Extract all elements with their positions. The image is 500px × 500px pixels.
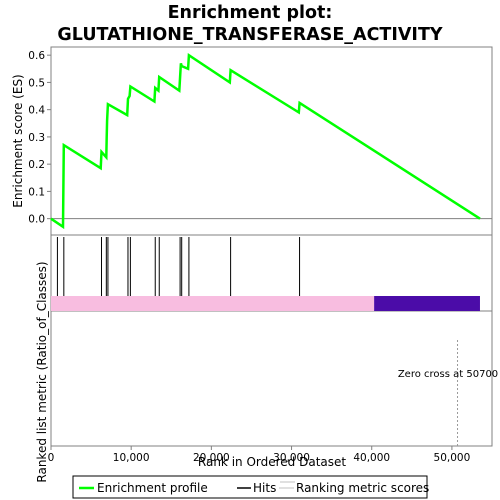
x-axis-label: Rank in Ordered Dataset <box>198 455 346 469</box>
y-tick-label: 0.2 <box>28 159 45 171</box>
enrichment-profile-line <box>50 52 481 230</box>
y-tick-label: 0.0 <box>28 214 45 226</box>
zero-cross-label: Zero cross at 50700 <box>398 369 498 380</box>
es-y-axis-label: Enrichment score (ES) <box>11 74 25 207</box>
y-tick-label: 0.1 <box>28 186 45 198</box>
x-axis-ticks: 0 10,000 20,000 30,000 40,000 50,000 <box>48 446 471 464</box>
y-axis-ticks: 0.0 0.1 0.2 0.3 0.4 0.5 0.6 <box>28 50 51 226</box>
y-tick-label: 0.4 <box>28 105 45 117</box>
legend-label-profile: Enrichment profile <box>97 481 208 495</box>
x-tick-label: 30,000 <box>273 452 310 464</box>
y-tick-label: 0.6 <box>28 50 45 62</box>
metric-bar-positive <box>51 296 375 311</box>
x-tick-label: 40,000 <box>353 452 390 464</box>
es-panel-frame <box>50 46 493 236</box>
x-tick-label: 10,000 <box>113 452 150 464</box>
legend: Enrichment profile Hits Ranking metric s… <box>72 475 429 499</box>
hits-marks <box>56 237 301 296</box>
y-tick-label: 0.5 <box>28 77 45 89</box>
legend-box <box>72 475 428 499</box>
chart-title-line2: GLUTATHIONE_TRANSFERASE_ACTIVITY <box>57 25 442 45</box>
legend-label-hits: Hits <box>253 481 276 495</box>
x-tick-label: 50,000 <box>434 452 471 464</box>
x-tick-label: 20,000 <box>193 452 230 464</box>
metric-panel-frame <box>50 310 493 447</box>
y-tick-label: 0.3 <box>28 132 45 144</box>
x-tick-label: 0 <box>48 452 55 464</box>
chart-title-line1: Enrichment plot: <box>168 3 333 23</box>
metric-y-axis-label: Ranked list metric (Ratio_of_Classes) <box>35 261 49 482</box>
legend-label-metric: Ranking metric scores <box>296 481 429 495</box>
metric-bar-negative <box>374 296 480 311</box>
